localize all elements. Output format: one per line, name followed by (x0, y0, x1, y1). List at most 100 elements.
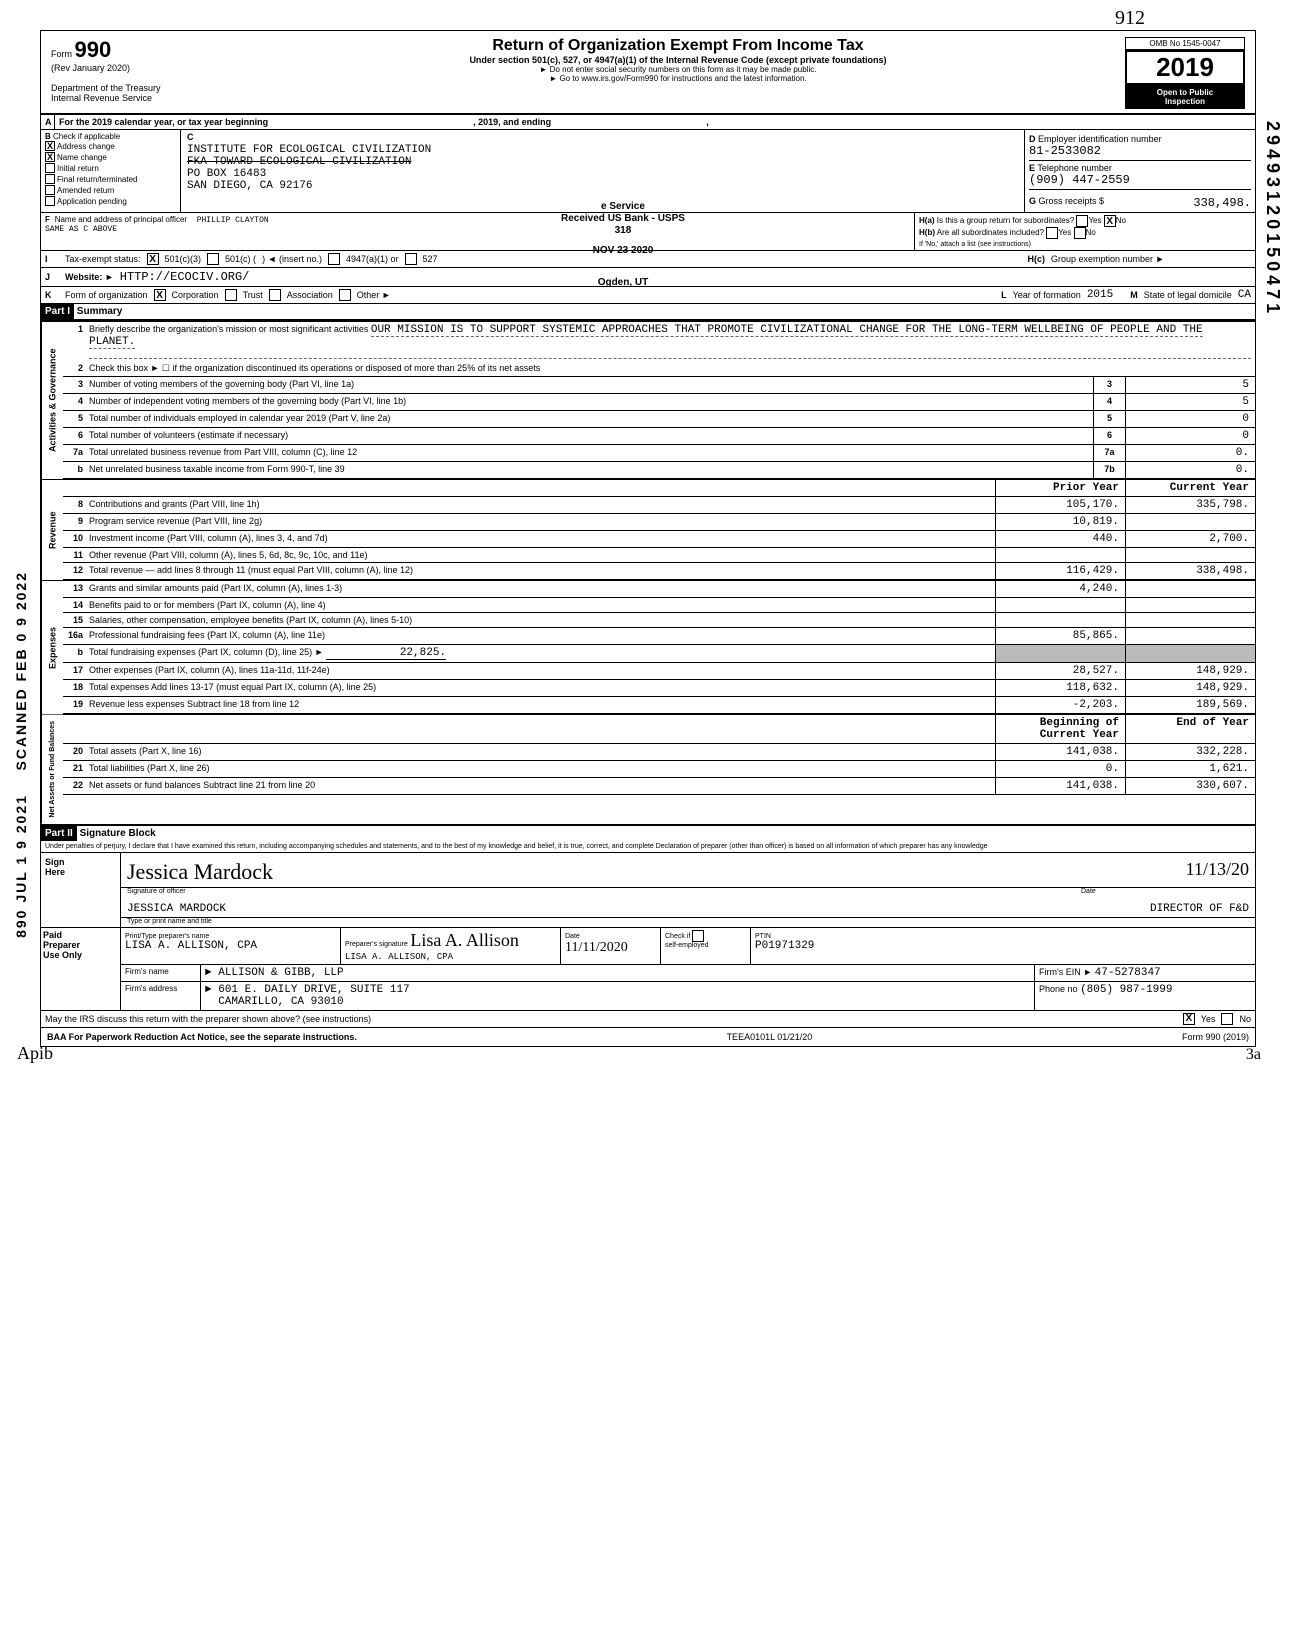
gov-row: 3Number of voting members of the governi… (63, 377, 1255, 394)
gov-row: 5Total number of individuals employed in… (63, 411, 1255, 428)
year-formation: 2015 (1087, 289, 1113, 301)
right-margin-number: 29493120150471 (1262, 121, 1283, 317)
check-box[interactable] (45, 174, 55, 184)
public-inspection: Open to Public Inspection (1125, 85, 1245, 109)
ha-no-box[interactable]: X (1104, 215, 1116, 227)
check-box[interactable] (45, 163, 55, 173)
assoc-box[interactable] (269, 289, 281, 301)
ptin: P01971329 (755, 940, 814, 952)
phone: (909) 447-2559 (1029, 173, 1130, 187)
4947-box[interactable] (328, 253, 340, 265)
gov-row: 7aTotal unrelated business revenue from … (63, 445, 1255, 462)
row-a-text: For the 2019 calendar year, or tax year … (55, 115, 1255, 129)
checkbox-row: Initial return (45, 163, 176, 173)
side-net-assets: Net Assets or Fund Balances (41, 715, 63, 824)
check-label: Application pending (57, 197, 127, 206)
firm-name: ALLISON & GIBB, LLP (218, 967, 343, 979)
other-box[interactable] (339, 289, 351, 301)
irs-label: Internal Revenue Service (51, 93, 152, 103)
preparer-signature: Lisa A. Allison (410, 930, 519, 950)
section-expenses: Expenses 13 Grants and similar amounts p… (41, 580, 1255, 714)
discuss-no-box[interactable] (1221, 1013, 1233, 1025)
officer-title: DIRECTOR OF F&D (1150, 903, 1249, 915)
side-expenses: Expenses (41, 581, 63, 714)
gov-row: 4Number of independent voting members of… (63, 394, 1255, 411)
form-title: Return of Organization Exempt From Incom… (231, 37, 1125, 55)
hb-no-box[interactable] (1074, 227, 1086, 239)
check-box[interactable] (45, 185, 55, 195)
check-box[interactable] (45, 196, 55, 206)
margin-date-2: 890 JUL 1 9 2021 (13, 794, 29, 938)
header-right: OMB No 1545-0047 2019 Open to Public Ins… (1125, 37, 1245, 109)
margin-date-1: SCANNED FEB 0 9 2022 (13, 571, 29, 771)
side-governance: Activities & Governance (41, 322, 63, 479)
paid-preparer: Paid Preparer Use Only Print/Type prepar… (41, 928, 1255, 1011)
page-footer: BAA For Paperwork Reduction Act Notice, … (41, 1028, 1255, 1046)
note-web: ► Go to www.irs.gov/Form990 for instruct… (231, 74, 1125, 83)
check-box[interactable]: X (45, 141, 55, 151)
data-row: 8 Contributions and grants (Part VIII, l… (63, 497, 1255, 514)
sign-date: 11/13/20 (1186, 859, 1249, 885)
section-revenue: Revenue Prior Year Current Year 8 Contri… (41, 479, 1255, 580)
data-row: 12 Total revenue — add lines 8 through 1… (63, 563, 1255, 580)
firm-addr1: 601 E. DAILY DRIVE, SUITE 117 (218, 984, 409, 996)
check-box[interactable]: X (45, 152, 55, 162)
form-label: Form (51, 49, 72, 59)
hb-yes-box[interactable] (1046, 227, 1058, 239)
note-ssn: ► Do not enter social security numbers o… (231, 65, 1125, 74)
ha-yes-box[interactable] (1076, 215, 1088, 227)
checkbox-row: XName change (45, 152, 176, 162)
section-governance: Activities & Governance 1 Briefly descri… (41, 320, 1255, 479)
left-margin-stamp: 890 JUL 1 9 2021 SCANNED FEB 0 9 2022 (13, 571, 29, 938)
rev-date: (Rev January 2020) (51, 63, 130, 73)
header-center: Return of Organization Exempt From Incom… (231, 37, 1125, 83)
self-employed-box[interactable] (692, 930, 704, 942)
hand-page-num: 3a (1246, 1046, 1261, 1064)
officer-name: JESSICA MARDOCK (127, 903, 226, 915)
check-label: Final return/terminated (57, 175, 137, 184)
row-k-form-org: K Form of organization XCorporation Trus… (41, 287, 1255, 304)
website: HTTP://ECOCIV.ORG/ (120, 270, 250, 284)
hand-note-top: 912 (1115, 7, 1145, 30)
part1-header: Part I Summary (41, 304, 1255, 320)
corp-box[interactable]: X (154, 289, 166, 301)
firm-phone: (805) 987-1999 (1080, 984, 1172, 996)
gross-receipts: 338,498. (1193, 196, 1251, 210)
check-label: Name change (57, 153, 107, 162)
col-de: D Employer identification number 81-2533… (1025, 130, 1255, 212)
header-left: Form 990 (Rev January 2020) Department o… (51, 37, 231, 103)
trust-box[interactable] (225, 289, 237, 301)
data-row: 14 Benefits paid to or for members (Part… (63, 598, 1255, 613)
501c3-box[interactable]: X (147, 253, 159, 265)
checkbox-row: Application pending (45, 196, 176, 206)
form-subtitle: Under section 501(c), 527, or 4947(a)(1)… (231, 55, 1125, 65)
firm-ein: 47-5278347 (1095, 967, 1161, 979)
irs-discuss-row: May the IRS discuss this return with the… (41, 1011, 1255, 1028)
gov-row: bNet unrelated business taxable income f… (63, 462, 1255, 479)
preparer-name: LISA A. ALLISON, CPA (125, 940, 257, 952)
form-number: 990 (75, 37, 112, 62)
data-row: 9 Program service revenue (Part VIII, li… (63, 514, 1255, 531)
501c-box[interactable] (207, 253, 219, 265)
dept-label: Department of the Treasury (51, 83, 161, 93)
sign-here-row: Sign Here Jessica Mardock 11/13/20 Signa… (41, 853, 1255, 928)
check-label: Initial return (57, 164, 99, 173)
discuss-yes-box[interactable]: X (1183, 1013, 1195, 1025)
side-revenue: Revenue (41, 480, 63, 580)
form-header: Form 990 (Rev January 2020) Department o… (41, 31, 1255, 115)
officer-signature: Jessica Mardock (127, 859, 273, 885)
data-row: 13 Grants and similar amounts paid (Part… (63, 581, 1255, 598)
527-box[interactable] (405, 253, 417, 265)
org-addr: PO BOX 16483 (187, 168, 266, 180)
group-return: H(a) Is this a group return for subordin… (915, 213, 1255, 250)
principal-officer: F Name and address of principal officer … (41, 213, 915, 250)
data-row: 15 Salaries, other compensation, employe… (63, 613, 1255, 628)
row-a-tax-year: A For the 2019 calendar year, or tax yea… (41, 115, 1255, 130)
form-990-page: 912 890 JUL 1 9 2021 SCANNED FEB 0 9 202… (40, 30, 1256, 1047)
check-label: Address change (57, 142, 115, 151)
label-a: A (41, 115, 55, 129)
received-stamp: e Service Received US Bank - USPS 318 NO… (561, 201, 685, 289)
checkbox-row: Amended return (45, 185, 176, 195)
omb-number: OMB No 1545-0047 (1125, 37, 1245, 50)
data-row: 11 Other revenue (Part VIII, column (A),… (63, 548, 1255, 563)
